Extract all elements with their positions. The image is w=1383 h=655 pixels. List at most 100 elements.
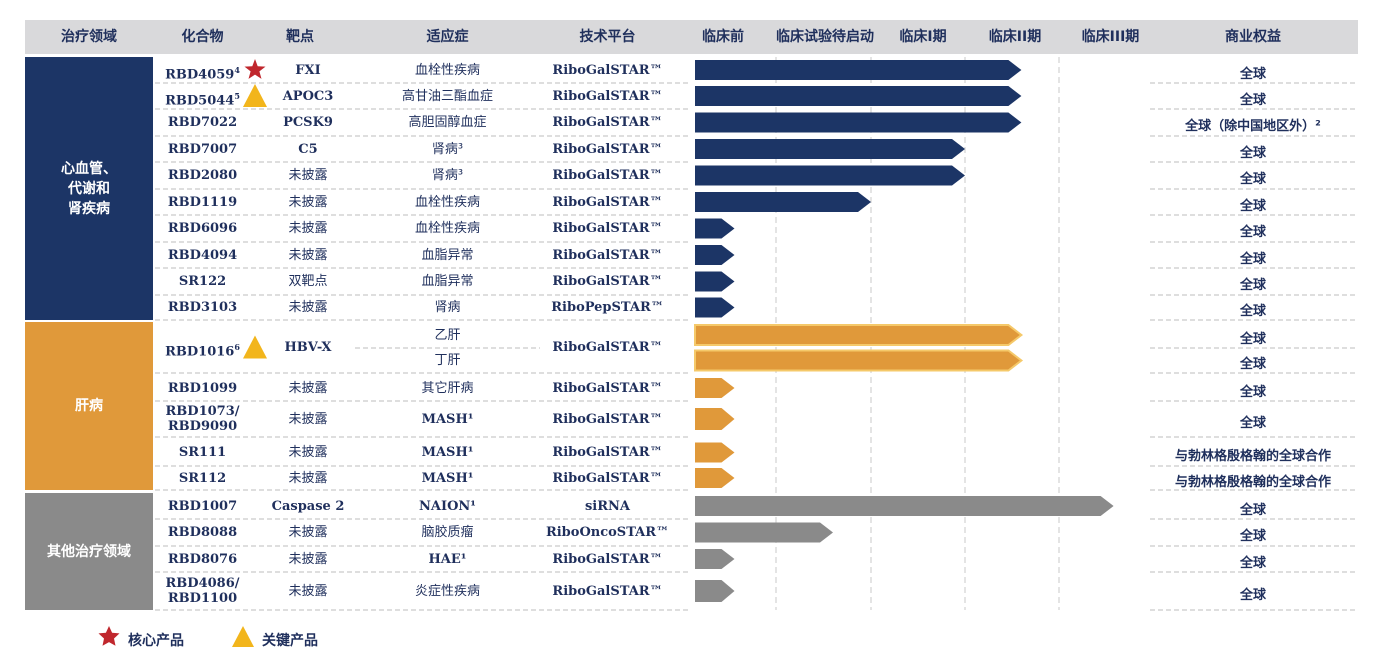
indication-cell: 其它肝病: [421, 380, 474, 396]
progress-arrow: [695, 297, 735, 318]
compound-cell: SR112: [178, 470, 227, 486]
indication-cell: 丁肝: [434, 353, 461, 368]
rights-cell: 全球: [1239, 198, 1266, 214]
header-platform: 技术平台: [579, 29, 636, 45]
progress-arrow: [695, 192, 871, 212]
header-target: 靶点: [286, 29, 314, 45]
legend-core-label: 核心产品: [128, 633, 184, 649]
progress-arrow: [695, 165, 965, 186]
compound-cell: RBD50445: [165, 90, 240, 108]
progress-arrow: [695, 549, 735, 569]
indication-cell: 乙肝: [434, 327, 461, 343]
platform-cell: RiboGalSTAR™: [552, 115, 663, 130]
compound-cell: RBD10166: [165, 342, 240, 360]
platform-cell: RiboGalSTAR™: [552, 380, 663, 396]
rights-cell: 全球: [1239, 384, 1266, 400]
indication-cell: HAE¹: [428, 551, 467, 567]
platform-cell: RiboGalSTAR™: [552, 274, 663, 289]
target-cell: HBV-X: [284, 340, 332, 355]
area-band-cardio: 心血管、 代谢和 肾疾病: [25, 57, 153, 320]
platform-cell: RiboGalSTAR™: [552, 88, 663, 104]
platform-cell: RiboGalSTAR™: [552, 141, 663, 157]
target-cell: 未披露: [288, 525, 328, 540]
platform-cell: siRNA: [584, 498, 631, 514]
footnote-mark: 6: [234, 342, 240, 352]
rights-cell: 全球（除中国地区外）²: [1185, 119, 1321, 134]
footnote-mark: 4: [234, 64, 240, 75]
key-product-triangle-icon: [243, 84, 267, 107]
progress-arrow: [695, 271, 735, 292]
platform-cell: RiboGalSTAR™: [552, 62, 663, 78]
indication-cell: 肾病³: [431, 141, 464, 157]
target-cell: C5: [298, 141, 318, 157]
compound-cell: RBD4094: [167, 247, 238, 263]
footnote-mark: 5: [234, 90, 240, 101]
header-indication: 适应症: [426, 29, 469, 45]
core-product-star-icon: [244, 59, 266, 79]
compound-cell: RBD40594: [165, 64, 240, 82]
compound-cell: RBD7007: [167, 141, 238, 157]
header-stage-ind-ready: 临床试验待启动: [776, 29, 874, 45]
rights-cell: 全球: [1239, 529, 1266, 544]
progress-arrow: [695, 112, 1022, 133]
target-cell: Caspase 2: [271, 498, 345, 514]
header-compound: 化合物: [181, 29, 224, 45]
progress-arrow: [695, 522, 833, 543]
platform-cell: RiboGalSTAR™: [552, 340, 663, 355]
target-cell: FXI: [295, 62, 321, 78]
compound-cell: RBD1099: [167, 380, 238, 396]
rights-cell: 全球: [1239, 278, 1266, 293]
rights-cell: 全球: [1239, 172, 1266, 187]
compound-cell: RBD1119: [167, 194, 238, 210]
header-stage-phase3: 临床III期: [1081, 29, 1140, 45]
target-cell: 未披露: [288, 380, 328, 396]
indication-cell: MASH¹: [421, 445, 474, 460]
compound-cell: RBD2080: [167, 168, 238, 183]
rights-cell: 与勃林格殷格翰的全球合作: [1174, 474, 1331, 490]
compound-cell: RBD3103: [167, 300, 238, 315]
compound-cell: RBD4086/ RBD1100: [165, 576, 240, 606]
indication-cell: NAION¹: [419, 498, 476, 514]
header-bar: [25, 20, 1358, 54]
indication-cell: 高胆固醇血症: [408, 115, 487, 130]
indication-cell: 炎症性疾病: [414, 583, 480, 599]
progress-arrow: [695, 218, 735, 239]
header-stage-phase1: 临床I期: [899, 29, 947, 45]
rights-cell: 全球: [1239, 225, 1266, 240]
indication-cell: 血脂异常: [421, 274, 474, 289]
target-cell: 未披露: [288, 300, 328, 315]
platform-cell: RiboGalSTAR™: [552, 168, 663, 183]
platform-cell: RiboOncoSTAR™: [545, 525, 670, 540]
compound-cell: RBD1007: [167, 498, 238, 514]
compound-cell: SR122: [178, 274, 227, 289]
platform-cell: RiboGalSTAR™: [552, 221, 663, 236]
rights-cell: 全球: [1239, 304, 1266, 319]
platform-cell: RiboGalSTAR™: [552, 411, 663, 427]
indication-cell: 血栓性疾病: [414, 194, 480, 210]
indication-cell: 血脂异常: [421, 247, 474, 263]
compound-cell: RBD8088: [167, 525, 238, 540]
header-area: 治疗领域: [61, 29, 117, 45]
target-cell: 未披露: [288, 470, 328, 486]
indication-cell: MASH¹: [421, 411, 474, 427]
progress-arrow: [695, 378, 735, 398]
platform-cell: RiboGalSTAR™: [552, 583, 663, 599]
header-stage-phase2: 临床II期: [988, 29, 1042, 45]
target-cell: 未披露: [288, 551, 328, 567]
rights-cell: 全球: [1239, 331, 1266, 347]
progress-arrow: [695, 408, 735, 430]
rights-cell: 全球: [1239, 357, 1266, 372]
progress-arrow: [695, 580, 735, 602]
progress-arrow: [695, 442, 735, 463]
compound-cell: RBD8076: [167, 551, 238, 567]
rights-cell: 全球: [1239, 502, 1266, 518]
platform-cell: RiboGalSTAR™: [552, 445, 663, 460]
header-stage-preclinical: 临床前: [702, 29, 744, 45]
rights-cell: 全球: [1239, 145, 1266, 161]
rights-cell: 与勃林格殷格翰的全球合作: [1174, 449, 1331, 464]
indication-cell: MASH¹: [421, 470, 474, 486]
platform-cell: RiboGalSTAR™: [552, 551, 663, 567]
key-product-triangle-icon: [243, 335, 267, 359]
